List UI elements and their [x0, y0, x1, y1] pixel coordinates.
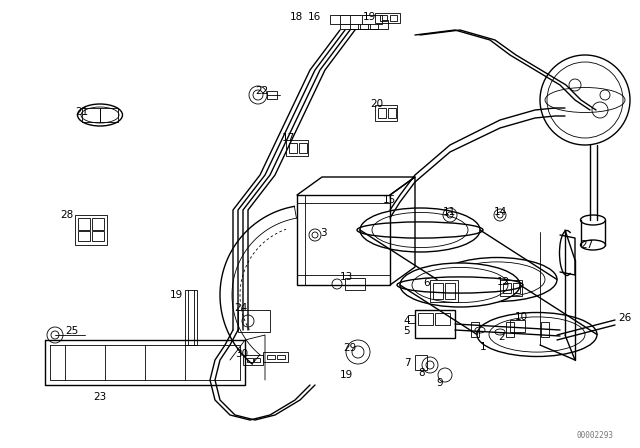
Bar [247, 358, 253, 362]
Text: 19: 19 [170, 290, 183, 300]
Bar [82, 108, 100, 122]
Bar [418, 313, 433, 325]
Text: 10: 10 [515, 312, 528, 322]
Bar [471, 322, 479, 337]
Bar [92, 218, 104, 230]
Text: 9: 9 [436, 378, 443, 388]
Text: 26: 26 [618, 313, 631, 323]
Bar [370, 20, 388, 29]
Text: 14: 14 [494, 207, 508, 217]
Bar [299, 143, 307, 153]
Bar [360, 20, 378, 29]
Text: 22: 22 [255, 86, 268, 96]
Text: 00002293: 00002293 [577, 431, 614, 439]
Circle shape [540, 55, 630, 145]
Bar [75, 215, 107, 245]
Text: 24: 24 [234, 303, 247, 313]
Bar [375, 105, 397, 121]
Bar [380, 15, 387, 21]
Text: 20: 20 [370, 99, 383, 109]
Ellipse shape [400, 263, 520, 307]
Bar [78, 218, 90, 230]
Text: 5: 5 [403, 326, 410, 336]
Text: 19: 19 [363, 12, 376, 22]
Bar [263, 352, 288, 362]
Text: 25: 25 [65, 326, 78, 336]
Bar [330, 15, 350, 24]
Bar [350, 15, 370, 24]
Text: 6: 6 [423, 278, 429, 288]
Bar [362, 15, 382, 24]
Bar [92, 231, 104, 241]
Bar [267, 91, 277, 99]
Bar [445, 283, 455, 299]
Bar [100, 108, 118, 122]
Bar [277, 355, 285, 359]
Ellipse shape [477, 313, 597, 357]
Text: 21: 21 [75, 107, 88, 117]
Ellipse shape [437, 258, 557, 302]
Bar [408, 315, 415, 323]
Bar [267, 355, 275, 359]
Bar [435, 313, 450, 325]
Bar [506, 322, 514, 337]
Bar [375, 13, 400, 23]
Bar [415, 310, 455, 338]
Text: 12: 12 [497, 277, 510, 287]
Ellipse shape [360, 208, 480, 252]
Ellipse shape [77, 104, 122, 126]
Text: 15: 15 [383, 195, 396, 205]
Text: 8: 8 [418, 368, 424, 378]
Bar [510, 320, 525, 332]
Ellipse shape [580, 215, 605, 225]
Text: 30: 30 [235, 349, 248, 359]
Text: 27: 27 [580, 240, 593, 250]
Text: 11: 11 [443, 207, 456, 217]
Ellipse shape [580, 240, 605, 250]
Text: 1: 1 [480, 342, 486, 352]
Text: 13: 13 [340, 272, 353, 282]
Bar [254, 358, 260, 362]
Text: 2: 2 [498, 332, 504, 342]
Bar [238, 310, 270, 332]
Bar [415, 355, 427, 370]
Bar [500, 280, 522, 296]
Bar [433, 283, 443, 299]
Text: 4: 4 [403, 316, 410, 326]
Bar [243, 355, 263, 365]
Bar [340, 15, 360, 24]
Bar [503, 283, 511, 293]
Bar [388, 108, 396, 118]
Bar [78, 231, 90, 241]
Bar [297, 195, 390, 285]
Bar [430, 280, 458, 302]
Text: 3: 3 [320, 228, 326, 238]
Bar [345, 278, 365, 290]
Bar [378, 108, 386, 118]
Bar [286, 140, 308, 156]
Text: 29: 29 [343, 343, 356, 353]
Text: 17: 17 [282, 133, 295, 143]
Text: 19: 19 [340, 370, 353, 380]
Bar [340, 20, 358, 29]
Bar [541, 322, 549, 337]
Bar [513, 283, 520, 293]
Text: 16: 16 [308, 12, 321, 22]
Bar [185, 290, 197, 345]
Text: 23: 23 [93, 392, 106, 402]
Text: 28: 28 [60, 210, 73, 220]
Bar [390, 15, 397, 21]
Text: 7: 7 [404, 358, 411, 368]
Bar [289, 143, 297, 153]
Bar [350, 20, 368, 29]
Text: 18: 18 [290, 12, 303, 22]
